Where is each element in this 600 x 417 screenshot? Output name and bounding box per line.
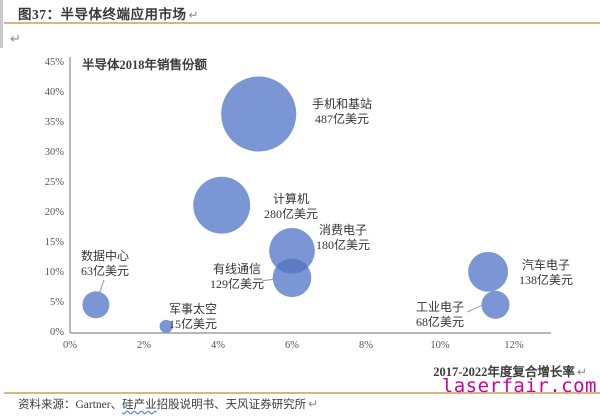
bubble-label-name: 消费电子 [318,223,368,237]
bubble-label-value: 280亿美元 [263,207,319,221]
bubble-label-name: 手机和基站 [311,97,373,111]
figure-title: 图37：半导体终端应用市场 ↵ [18,3,199,23]
y-tick-label: 25% [44,176,64,188]
bubble-label-name: 军事太空 [168,302,218,316]
bubble-label-automotive-electronics: 汽车电子 138亿美元 [519,258,573,288]
y-tick-label: 35% [44,116,64,128]
bubble-label-consumer-electronics: 消费电子 180亿美元 [316,223,370,253]
y-tick-label: 5% [50,296,64,308]
bubble-computer [193,176,251,234]
bubble-military-space [159,319,173,333]
left-edge-border [0,0,3,48]
bubble-label-value: 68亿美元 [415,315,465,329]
bubble-label-name: 工业电子 [415,300,465,314]
return-mark-icon: ↵ [576,365,587,379]
x-tick-label: 4% [211,340,225,351]
bubble-label-name: 汽车电子 [521,258,571,272]
return-mark-icon: ↵ [188,8,200,22]
bubble-data-center [82,291,110,319]
x-axis-title-text: 2017-2022年度复合增长率 [433,365,575,379]
bubble-label-value: 180亿美元 [315,238,371,252]
y-tick-label: 0% [50,326,64,338]
bubble-label-value: 129亿美元 [209,277,265,291]
x-tick-label: 2% [137,340,151,351]
leader-line-wired-communication [261,278,275,282]
bubble-label-industrial-electronics: 工业电子 68亿美元 [416,300,464,330]
x-tick-label: 12% [504,340,524,351]
y-tick-label: 10% [44,266,64,278]
y-tick-label: 40% [44,86,64,98]
chart-inner-title: 半导体2018年销售份额 [82,58,208,72]
y-tick-label: 15% [44,236,64,248]
source-prefix: 资料来源：Gartner、 [18,399,123,411]
bubble-layer [82,76,510,333]
bubble-label-computer: 计算机 280亿美元 [264,192,318,222]
bubble-label-value: 487亿美元 [314,112,370,126]
return-mark-icon: ↵ [308,397,319,411]
bubble-label-name: 数据中心 [80,249,130,263]
x-tick-label: 8% [359,340,373,351]
bottom-divider-line [4,392,600,394]
bubble-label-value: 138亿美元 [518,273,574,287]
bubble-overlap-consumer-electronics-wired-communication [272,258,312,274]
bubble-label-data-center: 数据中心 63亿美元 [81,249,129,279]
watermark: laserfair.com [441,375,597,397]
source-line: 资料来源：Gartner、硅产业招股说明书、天风证券研究所 ↵ [18,396,318,412]
bubble-automotive-electronics [468,251,509,292]
x-tick-label: 0% [63,340,77,351]
bubble-label-military-space: 军事太空 15亿美元 [169,302,217,332]
x-tick-label: 10% [430,340,450,351]
bubble-label-name: 计算机 [272,192,310,206]
top-divider-line [4,22,600,24]
y-tick-label: 20% [44,206,64,218]
paragraph-return-mark-icon: ↵ [10,31,21,46]
bubble-label-value: 63亿美元 [80,264,130,278]
bubble-mobile-and-base-station [221,76,297,152]
source-spellcheck-word: 硅产业 [122,399,157,411]
bubble-label-mobile-and-base-station: 手机和基站 487亿美元 [312,97,372,127]
bubble-label-wired-communication: 有线通信 129亿美元 [210,262,264,292]
y-tick-label: 30% [44,146,64,158]
x-axis-title: 2017-2022年度复合增长率 ↵ [295,361,587,380]
bubble-consumer-electronics [269,227,315,274]
y-tick-label: 45% [44,56,64,68]
bubble-label-name: 有线通信 [212,262,262,276]
bubble-industrial-electronics [481,290,510,319]
figure-title-text: 图37：半导体终端应用市场 [18,7,187,22]
bubble-label-value: 15亿美元 [168,317,218,331]
source-suffix: 招股说明书、天风证券研究所 [156,399,307,411]
x-tick-label: 6% [285,340,299,351]
